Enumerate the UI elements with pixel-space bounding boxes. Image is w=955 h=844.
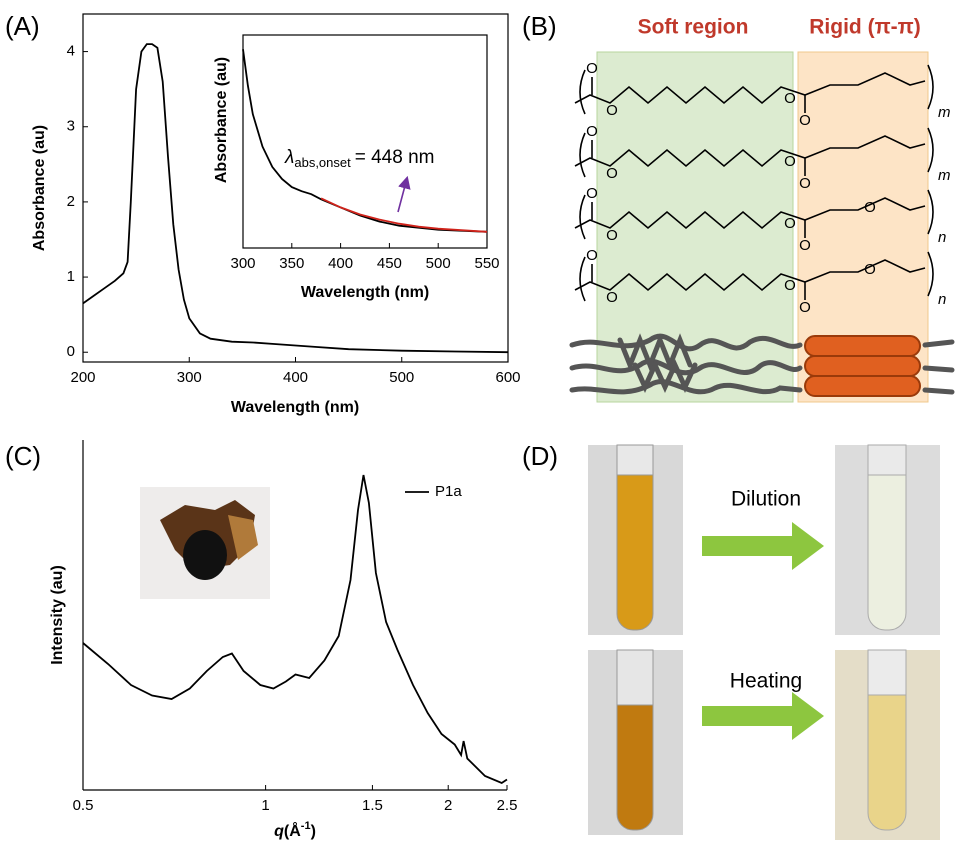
arrow: [702, 522, 824, 570]
y-axis-label: Absorbance (au): [31, 125, 48, 251]
x-axis-label: Wavelength (nm): [231, 399, 359, 416]
figure: (A) (B) (C) (D) Soft region Rigid (π-π) …: [0, 0, 955, 844]
atom-label: O: [606, 227, 618, 244]
x-tick-label: 200: [70, 369, 95, 386]
x-axis-label: Wavelength (nm): [301, 284, 429, 301]
bracket: [928, 128, 933, 172]
atom-label: O: [784, 153, 796, 170]
x-tick-label: 550: [474, 255, 499, 272]
x-axis-label-part: (Å: [284, 821, 301, 840]
annotation-symbol: λ: [284, 147, 294, 168]
stacked-rigid-segments: [805, 336, 920, 396]
atom-label: O: [784, 215, 796, 232]
x-tick-label: 400: [328, 255, 353, 272]
x-tick-label: 350: [279, 255, 304, 272]
x-axis-label-part: q: [274, 823, 284, 840]
bracket: [580, 195, 585, 239]
repeat-subscript: m: [938, 167, 951, 184]
atom-label: O: [586, 185, 598, 202]
atom-label: O: [586, 60, 598, 77]
legend-label: P1a: [435, 483, 462, 500]
atom-label: O: [799, 112, 811, 129]
y-axis-label: Absorbance (au): [213, 57, 230, 183]
x-tick-label: 300: [177, 369, 202, 386]
panel-label: (D): [522, 441, 558, 471]
bracket: [580, 133, 585, 177]
chart: 0.5 1 1.5 2 2.5 q(Å-1) Intensity (au) P1a: [49, 440, 517, 840]
atom-label: O: [784, 90, 796, 107]
x-tick-label: 2.5: [497, 797, 518, 814]
x-axis-label-part: -1: [301, 820, 311, 832]
x-axis-label-part: ): [311, 823, 316, 840]
repeat-subscript: n: [938, 229, 946, 246]
x-axis-label: q(Å-1): [274, 820, 316, 840]
atom-label: O: [606, 289, 618, 306]
atom-label: O: [864, 199, 876, 216]
panel-label: (A): [5, 11, 40, 41]
atom-label: O: [799, 175, 811, 192]
x-tick-label: 600: [495, 369, 520, 386]
y-tick-label: 2: [67, 193, 75, 210]
x-tick-label: 400: [283, 369, 308, 386]
x-tick-label: 500: [389, 369, 414, 386]
panel-label: (B): [522, 11, 557, 41]
chart: 300 350 400 450 500 550 Wavelength (nm) Absorba…: [213, 35, 499, 301]
x-tick-label: 450: [377, 255, 402, 272]
x-tick-label: 0.5: [73, 797, 94, 814]
soft-region-label: Soft region: [638, 16, 749, 39]
atom-label: O: [799, 299, 811, 316]
y-tick-label: 4: [67, 43, 75, 60]
repeat-subscript: n: [938, 291, 946, 308]
atom-label: O: [864, 261, 876, 278]
step-label: Dilution: [731, 488, 801, 511]
sample-photo: [140, 487, 270, 599]
arrow: [702, 692, 824, 740]
x-tick-label: 300: [230, 255, 255, 272]
y-tick-label: 3: [67, 118, 75, 135]
atom-label: O: [799, 237, 811, 254]
repeat-subscript: m: [938, 104, 951, 121]
atom-label: O: [606, 102, 618, 119]
atom-label: O: [586, 247, 598, 264]
annotation-text: = 448 nm: [355, 147, 435, 168]
bracket: [580, 257, 585, 301]
y-tick-label: 1: [67, 268, 75, 285]
bracket: [580, 70, 585, 114]
y-tick-label: 0: [67, 343, 75, 360]
x-tick-label: 500: [426, 255, 451, 272]
vial-photos: Dilution Heating: [588, 445, 940, 840]
annotation-subscript: abs,onset: [294, 155, 351, 170]
bracket: [928, 252, 933, 296]
atom-label: O: [606, 165, 618, 182]
bracket: [928, 65, 933, 109]
atom-label: O: [586, 123, 598, 140]
y-axis-label: Intensity (au): [49, 565, 66, 665]
rigid-region-label: Rigid (π-π): [809, 16, 920, 39]
step-label: Heating: [730, 670, 802, 693]
atom-label: O: [784, 277, 796, 294]
bracket: [928, 190, 933, 234]
x-tick-label: 1: [261, 797, 269, 814]
x-tick-label: 1.5: [362, 797, 383, 814]
panel-label: (C): [5, 441, 41, 471]
charts: 200 300 400 500 600 0 1 2 3 4 Wavelength (nm) Absor…: [31, 14, 520, 840]
x-tick-label: 2: [444, 797, 452, 814]
